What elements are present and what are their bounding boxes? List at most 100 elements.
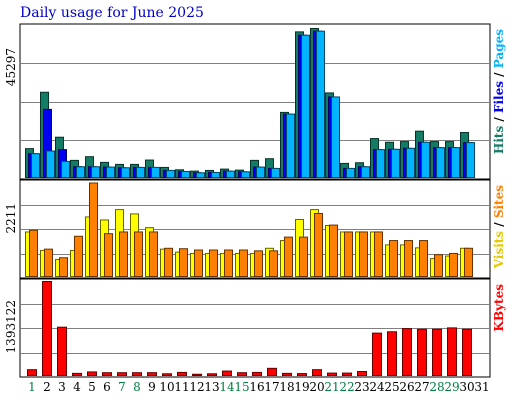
- bar-pages-day-19: [301, 34, 310, 179]
- bar-pages-day-8: [136, 166, 145, 179]
- bar-sites-day-9: [149, 231, 158, 278]
- bar-pages-day-28: [436, 147, 445, 179]
- bar-kbytes-day-14: [222, 370, 232, 376]
- bar-pages-day-25: [391, 148, 400, 179]
- bar-pages-day-1: [31, 153, 40, 179]
- bar-sites-day-22: [344, 231, 353, 278]
- day-label-7: 7: [118, 380, 126, 394]
- bar-kbytes-day-2: [42, 281, 52, 376]
- bar-kbytes-day-22: [342, 372, 352, 377]
- bar-sites-day-13: [209, 249, 218, 277]
- bar-sites-day-3: [59, 257, 68, 278]
- bar-pages-day-5: [91, 166, 100, 179]
- legend-item: Sites: [492, 185, 506, 218]
- legend-item: Visits: [492, 231, 506, 270]
- bar-sites-day-16: [254, 250, 263, 278]
- bar-sites-day-10: [164, 247, 173, 278]
- bar-pages-day-3: [61, 160, 70, 178]
- bar-pages-day-2: [46, 150, 55, 178]
- legend-item: Pages: [492, 29, 506, 69]
- chart-panel-visits-sites: 2211 Visits / Sites: [4, 179, 506, 279]
- day-label-24: 24: [369, 380, 385, 394]
- chart-panel-kbytes: 1393122 KBytes: [4, 278, 506, 378]
- bar-sites-day-20: [314, 212, 323, 278]
- bar-kbytes-day-11: [177, 371, 187, 377]
- day-label-23: 23: [354, 380, 369, 394]
- day-label-14: 14: [219, 380, 235, 394]
- bar-kbytes-day-20: [312, 369, 322, 377]
- day-label-2: 2: [43, 380, 51, 394]
- day-label-26: 26: [399, 380, 414, 394]
- bar-sites-day-23: [359, 231, 368, 278]
- bar-sites-day-14: [224, 249, 233, 277]
- bar-kbytes-day-25: [387, 331, 397, 376]
- bar-pages-day-16: [256, 166, 265, 178]
- chart-title: Daily usage for June 2025: [20, 5, 204, 21]
- day-label-1: 1: [28, 380, 36, 394]
- bar-pages-day-13: [211, 171, 220, 179]
- bar-sites-day-28: [434, 254, 443, 277]
- bar-pages-day-15: [241, 171, 250, 179]
- legend: Hits / Files / Pages: [492, 29, 506, 154]
- day-label-3: 3: [58, 380, 66, 394]
- bar-kbytes-day-13: [207, 373, 217, 376]
- bar-sites-day-30: [464, 247, 473, 278]
- bar-sites-day-6: [104, 233, 113, 277]
- day-label-5: 5: [88, 380, 96, 394]
- day-label-19: 19: [294, 380, 309, 394]
- bar-pages-day-12: [196, 172, 205, 178]
- bar-kbytes-day-17: [267, 367, 277, 377]
- legend: Visits / Sites: [492, 185, 506, 269]
- bar-pages-day-29: [451, 147, 460, 179]
- bar-kbytes-day-24: [372, 332, 382, 377]
- chart-panel-hits-files-pages: 45297 Hits / Files / Pages: [4, 23, 506, 180]
- day-label-22: 22: [339, 380, 354, 394]
- bar-pages-day-21: [331, 96, 340, 178]
- bar-sites-day-11: [179, 248, 188, 278]
- bar-pages-day-7: [121, 167, 130, 178]
- bar-pages-day-27: [421, 141, 430, 178]
- bar-kbytes-day-5: [87, 371, 97, 376]
- bar-kbytes-day-9: [147, 372, 157, 377]
- bar-kbytes-day-21: [327, 372, 337, 377]
- day-label-29: 29: [444, 380, 459, 394]
- bar-kbytes-day-8: [132, 372, 142, 377]
- bar-pages-day-30: [466, 142, 475, 179]
- bar-kbytes-day-29: [447, 327, 457, 377]
- day-label-17: 17: [264, 380, 279, 394]
- bar-kbytes-day-23: [357, 371, 367, 377]
- bar-kbytes-day-30: [462, 328, 472, 376]
- bar-pages-day-23: [361, 166, 370, 179]
- legend-item: KBytes: [492, 284, 506, 332]
- bar-sites-day-2: [44, 248, 53, 277]
- bar-sites-day-7: [119, 231, 128, 278]
- bar-kbytes-day-7: [117, 372, 127, 377]
- bar-kbytes-day-16: [252, 371, 262, 377]
- day-label-8: 8: [133, 380, 141, 394]
- day-label-30: 30: [459, 380, 474, 394]
- legend-item: /: [492, 113, 506, 126]
- bar-kbytes-day-6: [102, 372, 112, 377]
- bar-pages-day-17: [271, 167, 280, 178]
- bar-kbytes-day-1: [27, 369, 37, 377]
- day-label-18: 18: [279, 380, 294, 394]
- bar-pages-day-4: [76, 166, 85, 179]
- bar-sites-day-5: [89, 182, 98, 278]
- bar-sites-day-1: [29, 229, 38, 277]
- bar-kbytes-day-12: [192, 373, 202, 377]
- bar-sites-day-25: [389, 240, 398, 278]
- day-label-10: 10: [159, 380, 174, 394]
- day-label-21: 21: [324, 380, 339, 394]
- bar-pages-day-14: [226, 170, 235, 179]
- scale-label: 1393122: [4, 300, 18, 353]
- bar-sites-day-12: [194, 249, 203, 277]
- bar-sites-day-19: [299, 236, 308, 278]
- bar-sites-day-18: [284, 236, 293, 278]
- day-label-6: 6: [103, 380, 111, 394]
- bar-sites-day-24: [374, 231, 383, 278]
- day-label-11: 11: [174, 380, 189, 394]
- bar-kbytes-day-28: [432, 328, 442, 376]
- legend-item: /: [492, 218, 506, 231]
- bar-sites-day-27: [419, 240, 428, 278]
